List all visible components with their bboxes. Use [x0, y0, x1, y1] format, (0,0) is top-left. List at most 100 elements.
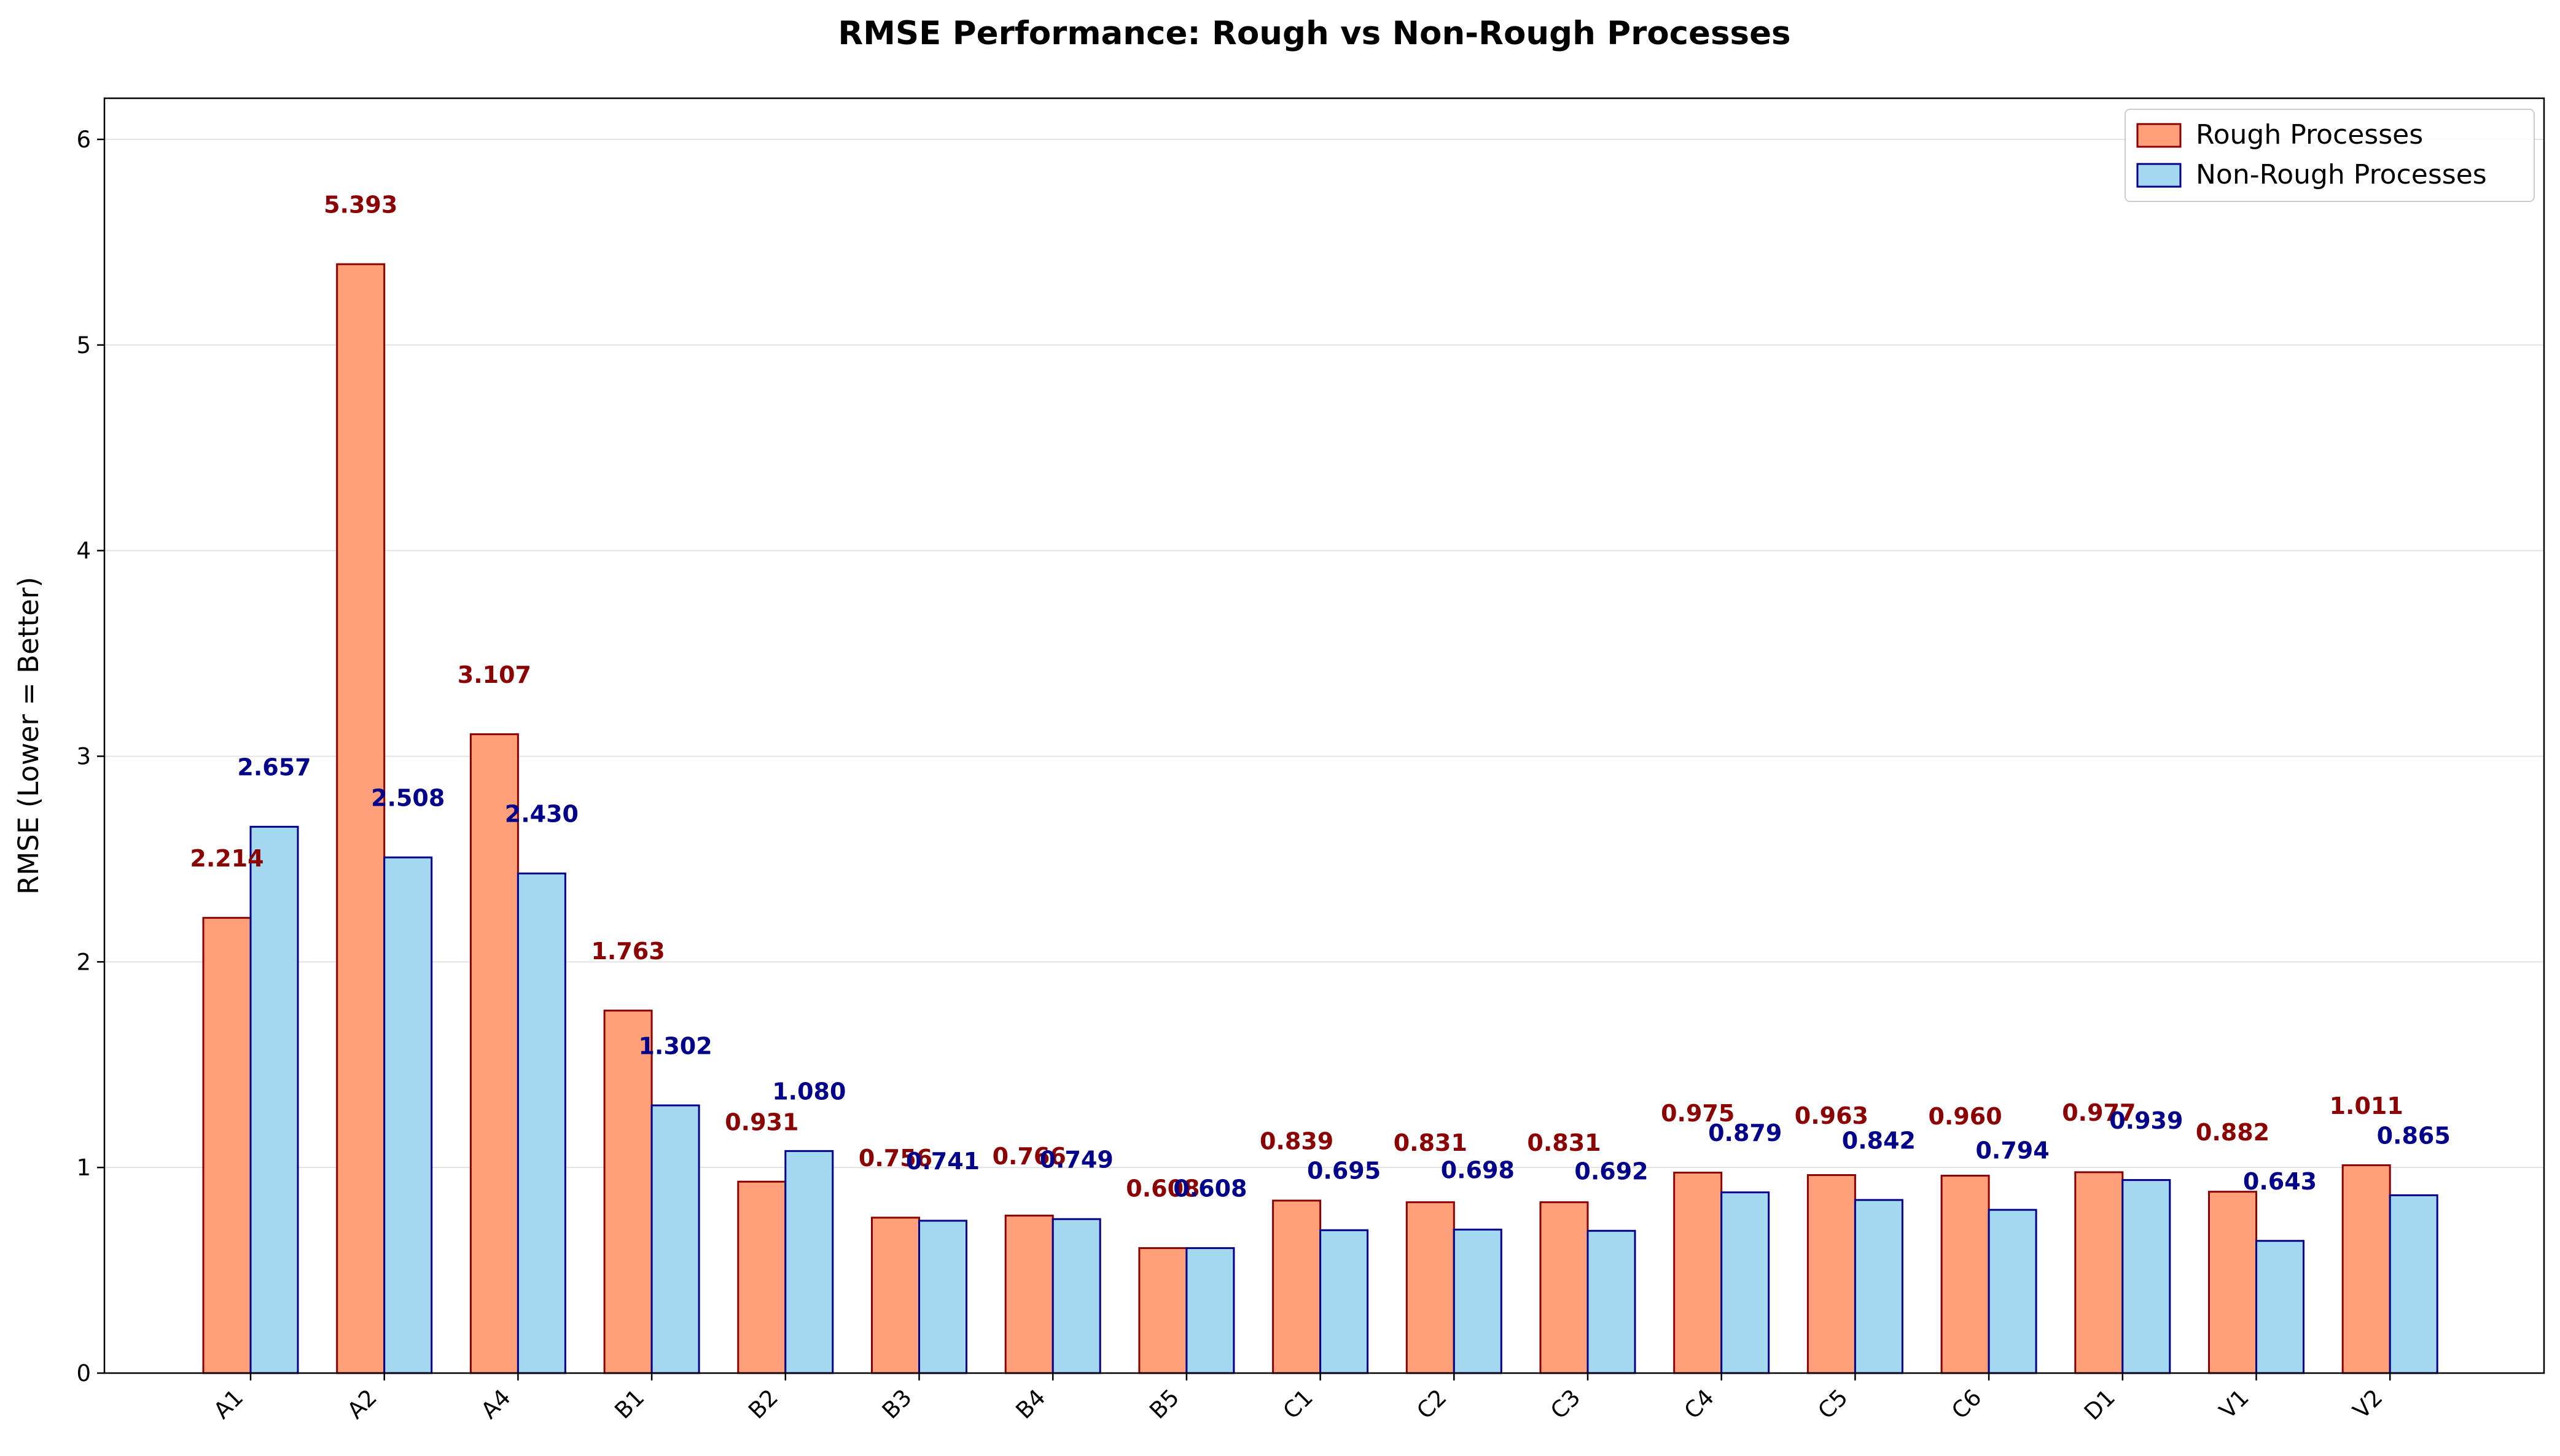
bar-non-rough [650, 1104, 700, 1374]
bar-non-rough [2255, 1240, 2304, 1374]
bar-rough [603, 1010, 653, 1374]
y-axis-label: RMSE (Lower = Better) [12, 577, 45, 895]
bar-rough [2341, 1164, 2391, 1374]
value-label-rough: 3.107 [458, 661, 531, 688]
y-tick-label: 4 [76, 538, 91, 564]
bar-non-rough [383, 856, 433, 1374]
bar-non-rough [1052, 1218, 1101, 1374]
bar-rough [1539, 1201, 1589, 1374]
bars [202, 263, 2438, 1374]
value-label-non-rough: 0.865 [2377, 1123, 2451, 1150]
value-label-rough: 0.977 [2062, 1099, 2136, 1126]
bar-non-rough [1720, 1191, 1770, 1374]
bar-non-rough [2121, 1179, 2171, 1374]
legend: Rough Processes Non-Rough Processes [2125, 109, 2535, 202]
x-tick-label: V2 [2348, 1384, 2388, 1424]
x-tick-label: C3 [1545, 1384, 1585, 1424]
value-label-non-rough: 0.842 [1842, 1127, 1916, 1154]
x-axis-ticks: A1 A2 A4 B1 B2 B3 B4 B5 C1 C2 C3 C4 C5 C6 D1 V1 V2 [208, 1373, 2391, 1425]
value-label-rough: 0.882 [2196, 1119, 2269, 1146]
value-label-rough: 0.960 [1928, 1103, 2002, 1130]
value-label-non-rough: 0.608 [1173, 1175, 1247, 1202]
value-labels: 2.214 2.657 5.393 2.508 3.107 2.430 1.763 1.302… [190, 192, 2450, 1202]
value-label-rough: 0.608 [1126, 1175, 1200, 1202]
value-label-rough: 0.756 [859, 1145, 932, 1172]
x-tick-label: B5 [1144, 1384, 1184, 1424]
bar-rough [871, 1217, 920, 1374]
bar-rough [1940, 1175, 1990, 1374]
x-tick-label: D1 [2079, 1384, 2120, 1425]
value-label-rough: 0.839 [1260, 1127, 1333, 1154]
x-tick-label: A2 [342, 1384, 382, 1424]
y-tick-label: 0 [76, 1360, 91, 1387]
bar-rough [737, 1180, 787, 1374]
value-label-rough: 0.931 [725, 1109, 798, 1136]
bar-non-rough [1586, 1229, 1636, 1374]
value-label-non-rough: 0.794 [1975, 1137, 2049, 1164]
x-tick-label: C4 [1679, 1384, 1719, 1424]
bar-non-rough [1319, 1229, 1369, 1374]
bar-rough [1138, 1247, 1188, 1374]
x-tick-label: A1 [208, 1384, 248, 1424]
bar-non-rough [1453, 1228, 1502, 1374]
x-tick-label: B3 [877, 1384, 917, 1424]
value-label-rough: 0.975 [1661, 1100, 1735, 1127]
x-tick-label: B1 [609, 1384, 649, 1424]
x-tick-label: B4 [1011, 1384, 1051, 1424]
value-label-rough: 0.831 [1394, 1129, 1467, 1156]
y-tick-label: 2 [76, 949, 91, 975]
value-label-non-rough: 0.692 [1574, 1158, 1648, 1185]
value-label-non-rough: 0.643 [2243, 1168, 2317, 1195]
y-tick-label: 5 [76, 332, 91, 359]
value-label-non-rough: 0.879 [1708, 1119, 1782, 1147]
bar-rough [469, 733, 519, 1374]
legend-label-non-rough: Non-Rough Processes [2196, 159, 2487, 190]
x-tick-label: B2 [743, 1384, 783, 1424]
bar-rough [2208, 1191, 2257, 1374]
value-label-non-rough: 1.080 [772, 1078, 846, 1105]
value-label-non-rough: 2.430 [505, 801, 579, 828]
bar-non-rough [517, 872, 566, 1374]
value-label-non-rough: 0.749 [1040, 1146, 1114, 1173]
bar-rough [2074, 1171, 2124, 1374]
value-label-non-rough: 2.508 [371, 785, 445, 812]
bar-non-rough [918, 1220, 967, 1374]
legend-swatch-non-rough [2136, 163, 2182, 188]
bar-non-rough [1185, 1247, 1235, 1374]
bar-non-rough [1854, 1199, 1903, 1374]
value-label-rough: 5.393 [324, 192, 397, 219]
bar-non-rough [784, 1150, 834, 1374]
bar-non-rough [249, 825, 299, 1374]
bar-rough [1673, 1172, 1723, 1374]
x-tick-label: C5 [1813, 1384, 1852, 1424]
chart-title: RMSE Performance: Rough vs Non-Rough Pro… [838, 15, 1790, 52]
x-tick-label: C2 [1411, 1384, 1451, 1424]
bar-rough [1004, 1215, 1054, 1374]
bar-rough [202, 917, 252, 1374]
legend-label-rough: Rough Processes [2196, 119, 2423, 150]
value-label-non-rough: 0.741 [906, 1148, 980, 1175]
value-label-rough: 0.831 [1527, 1129, 1601, 1156]
bar-rough [1806, 1174, 1856, 1374]
value-label-non-rough: 0.695 [1307, 1158, 1381, 1185]
x-tick-label: C6 [1946, 1384, 1986, 1424]
bar-rough [1405, 1201, 1455, 1374]
value-label-rough: 1.011 [2330, 1092, 2403, 1119]
x-tick-label: A4 [476, 1384, 516, 1424]
value-label-rough: 0.766 [993, 1143, 1066, 1170]
y-axis-ticks: 0 1 2 3 4 5 6 [76, 127, 104, 1387]
y-tick-label: 3 [76, 743, 91, 769]
value-label-rough: 1.763 [591, 938, 665, 965]
x-tick-label: C1 [1278, 1384, 1318, 1424]
bar-non-rough [1988, 1209, 2037, 1374]
value-label-non-rough: 2.657 [237, 754, 311, 781]
value-label-rough: 0.963 [1795, 1102, 1868, 1129]
legend-box [2125, 109, 2535, 202]
legend-swatch-rough [2136, 123, 2182, 148]
bar-rough [1272, 1199, 1322, 1374]
bar-non-rough [2389, 1194, 2438, 1374]
value-label-rough: 2.214 [190, 845, 263, 872]
x-tick-label: V1 [2214, 1384, 2254, 1424]
y-tick-label: 6 [76, 127, 91, 153]
